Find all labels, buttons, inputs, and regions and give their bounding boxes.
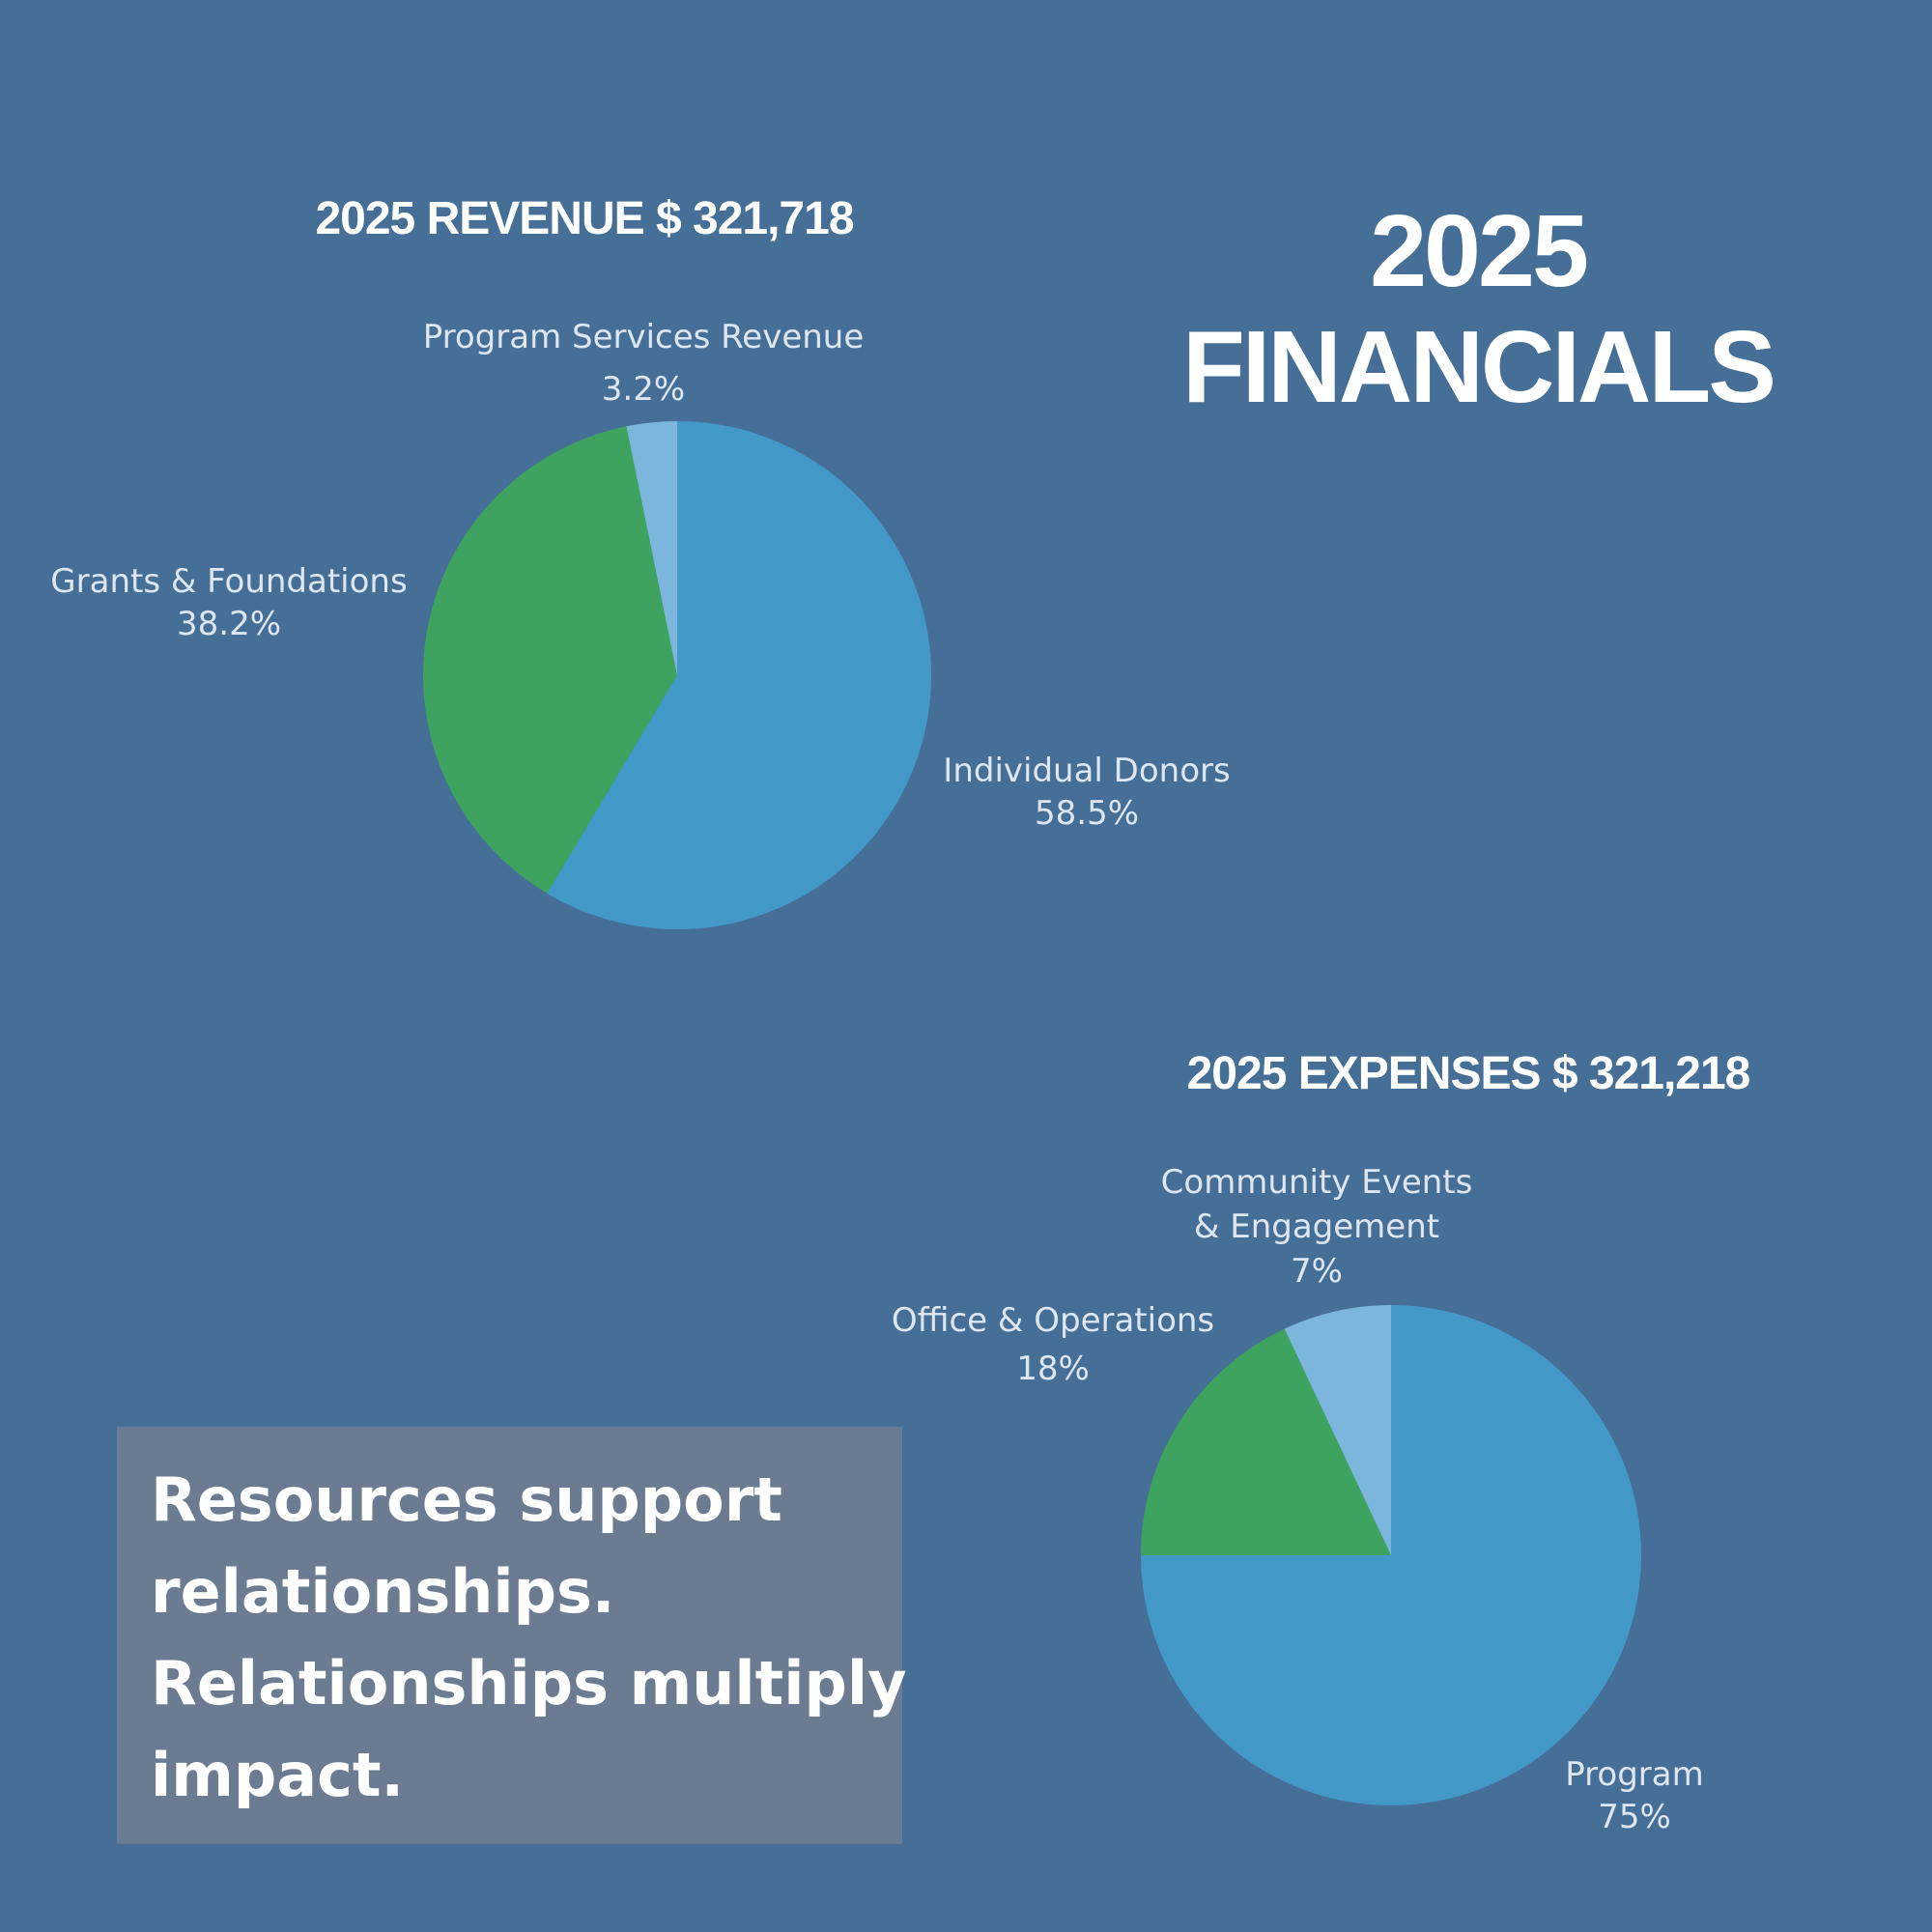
expenses-slice-community-events-engagement <box>1284 1305 1391 1555</box>
expenses-pie-chart <box>1141 1305 1641 1805</box>
expenses-chart-title: 2025 EXPENSES $ 321,218 <box>1186 1048 1751 1099</box>
expenses-category-label: Program <box>1565 1755 1704 1794</box>
revenue-category-label: Individual Donors <box>943 752 1231 790</box>
revenue-pie-chart <box>423 421 932 929</box>
revenue-slice-individual-donors <box>547 421 932 929</box>
page-title: 2025 FINANCIALS <box>1111 193 1845 425</box>
revenue-value-label: 3.2% <box>601 370 686 409</box>
revenue-label-individual-donors: Individual Donors 58.5% <box>943 750 1230 835</box>
expenses-value-label: 75% <box>1598 1798 1671 1836</box>
revenue-category-label: Grants & Foundations <box>50 562 408 601</box>
quote-box: Resources support relationships. Relatio… <box>117 1427 907 1844</box>
quote-text: Resources support relationships. Relatio… <box>151 1454 907 1821</box>
page-title-year: 2025 <box>1370 194 1589 308</box>
expenses-category-label: Community Events <box>1160 1163 1473 1202</box>
expenses-value-label: 7% <box>1291 1252 1343 1291</box>
revenue-value-label: 38.2% <box>176 605 282 643</box>
revenue-category-label: Program Services Revenue <box>422 318 865 356</box>
expenses-label-office-operations: Office & Operations 18% <box>892 1296 1214 1393</box>
quote-line: Resources support <box>151 1464 782 1535</box>
expenses-category-label: & Engagement <box>1193 1208 1440 1246</box>
expenses-value-label: 18% <box>1016 1350 1090 1388</box>
page-title-word: FINANCIALS <box>1182 310 1776 424</box>
quote-line: Relationships multiply <box>151 1648 907 1719</box>
revenue-chart-title: 2025 REVENUE $ 321,718 <box>315 193 854 244</box>
expenses-label-community-events: Community Events & Engagement 7% <box>1161 1160 1473 1293</box>
revenue-slice-grants-foundations <box>423 426 677 894</box>
revenue-label-grants-foundations: Grants & Foundations 38.2% <box>50 560 407 645</box>
quote-line: relationships. <box>151 1556 615 1627</box>
quote-line: impact. <box>151 1740 405 1810</box>
revenue-label-program-services: Program Services Revenue 3.2% <box>423 311 865 415</box>
expenses-label-program: Program 75% <box>1565 1753 1703 1838</box>
expenses-category-label: Office & Operations <box>891 1301 1215 1340</box>
expenses-slice-office-operations <box>1141 1328 1391 1555</box>
revenue-slice-program-services-revenue <box>626 421 677 675</box>
revenue-value-label: 58.5% <box>1034 794 1140 833</box>
